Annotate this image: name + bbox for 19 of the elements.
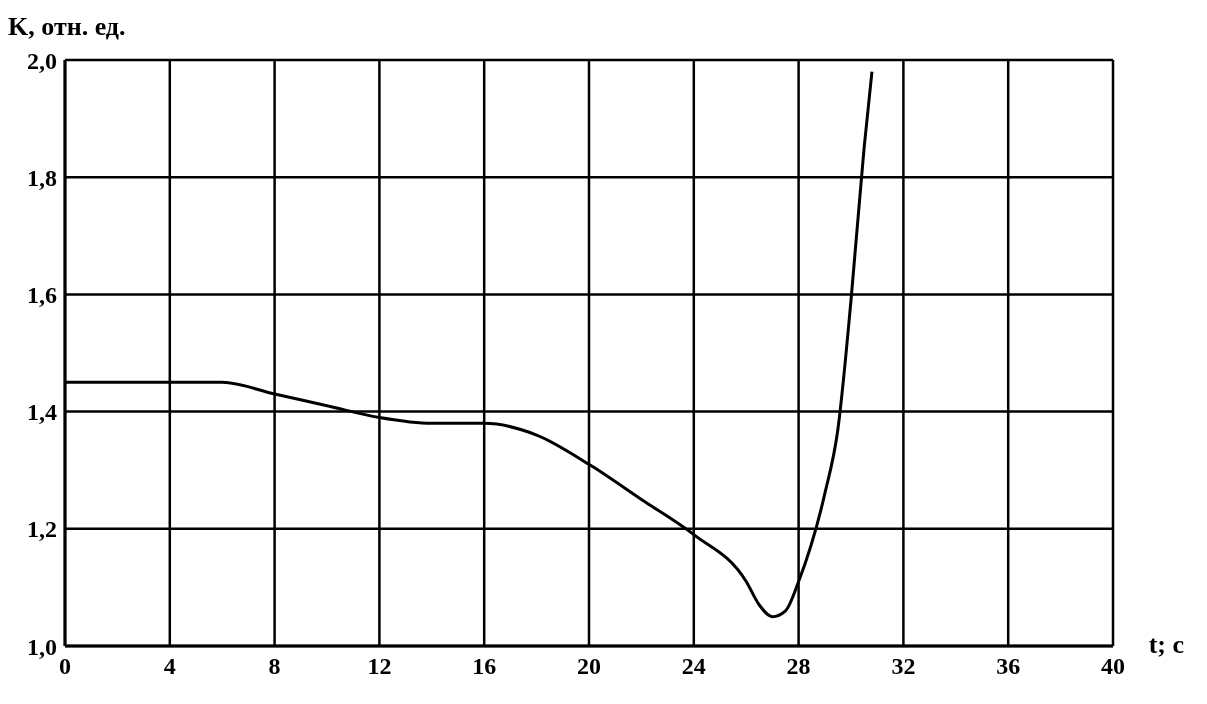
y-tick-label: 1,0 bbox=[27, 633, 57, 660]
x-tick-label: 0 bbox=[59, 653, 71, 679]
x-tick-label: 36 bbox=[996, 653, 1021, 679]
y-tick-label: 1,6 bbox=[27, 281, 57, 308]
x-tick-label: 12 bbox=[367, 653, 392, 679]
x-tick-label: 16 bbox=[472, 653, 497, 679]
x-axis-title: t; с bbox=[1148, 630, 1184, 660]
y-tick-label: 1,8 bbox=[27, 164, 57, 191]
x-tick-label: 20 bbox=[577, 653, 601, 679]
x-tick-label: 4 bbox=[163, 653, 176, 679]
y-tick-label: 2,0 bbox=[27, 47, 57, 74]
x-tick-label: 8 bbox=[268, 653, 281, 679]
y-tick-label: 1,2 bbox=[27, 516, 57, 543]
x-tick-label: 24 bbox=[681, 653, 706, 679]
x-tick-label: 28 bbox=[786, 653, 811, 679]
y-tick-label: 1,4 bbox=[27, 399, 57, 426]
x-tick-label: 32 bbox=[891, 653, 916, 679]
x-tick-label: 40 bbox=[1101, 653, 1125, 679]
y-axis-title: K, отн. ед. bbox=[8, 12, 126, 42]
